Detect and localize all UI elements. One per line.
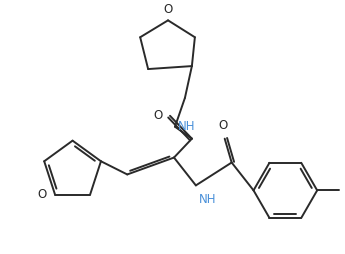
Text: O: O xyxy=(218,119,227,132)
Text: O: O xyxy=(38,188,47,201)
Text: NH: NH xyxy=(199,193,216,206)
Text: O: O xyxy=(154,109,163,122)
Text: O: O xyxy=(164,3,172,16)
Text: NH: NH xyxy=(178,120,196,133)
